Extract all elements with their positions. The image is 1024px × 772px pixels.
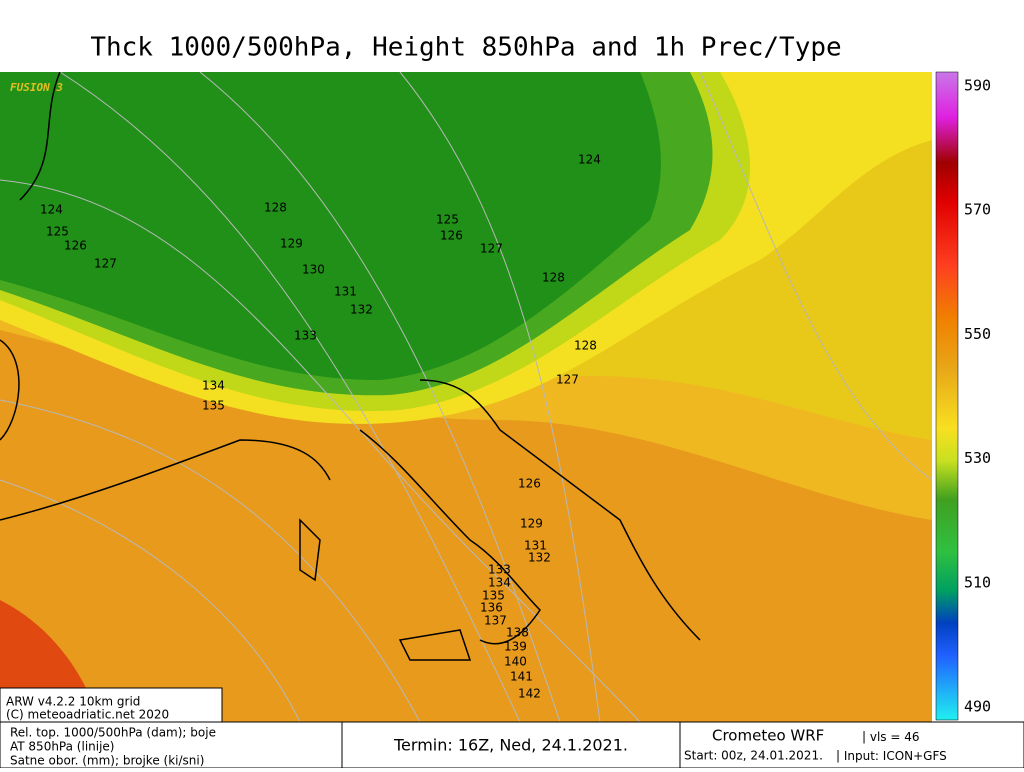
- contour-label: 133: [294, 329, 317, 343]
- inset-box: [0, 687, 223, 723]
- vis-value: vls = 46: [870, 730, 920, 744]
- start: Start: 00z, 24.01.2021.: [684, 749, 823, 763]
- contour-label: 141: [510, 670, 533, 684]
- contour-label: 126: [440, 229, 463, 243]
- footer-legend: AT 850hPa (linije): [10, 740, 114, 754]
- contour-label: 130: [302, 263, 325, 277]
- contour-label: 134: [488, 576, 511, 590]
- colorbar-label: 550: [964, 325, 991, 343]
- contour-label: 125: [436, 213, 459, 227]
- inset-text: ARW v4.2.2 10km grid: [6, 695, 140, 709]
- title: Thck 1000/500hPa, Height 850hPa and 1h P…: [90, 33, 841, 63]
- contour-label: 142: [518, 687, 541, 701]
- input: | Input: ICON+GFS: [836, 749, 947, 763]
- contour-label: 132: [528, 551, 551, 565]
- contour-label: 124: [578, 153, 601, 167]
- footer-legend: Rel. top. 1000/500hPa (dam); boje: [10, 726, 216, 740]
- footer: [0, 721, 1024, 769]
- inset-text: (C) meteoadriatic.net 2020: [6, 708, 169, 722]
- contour-label: 132: [350, 303, 373, 317]
- vis: | vls = 46: [862, 730, 920, 744]
- contour-label: 129: [280, 237, 303, 251]
- model-tag: FUSION 3: [10, 81, 63, 94]
- brand: Crometeo WRF: [712, 727, 824, 745]
- input-value: Input: ICON+GFS: [844, 749, 947, 763]
- contour-label: 124: [40, 203, 63, 217]
- contour-label: 138: [506, 626, 529, 640]
- colorbar-label: 530: [964, 449, 991, 467]
- contour-label: 127: [480, 242, 503, 256]
- contour-label: 125: [46, 225, 69, 239]
- contour-label: 126: [518, 477, 541, 491]
- contour-label: 135: [202, 399, 225, 413]
- contour-label: 127: [94, 257, 117, 271]
- contour-label: 134: [202, 379, 225, 393]
- colorbar-label: 510: [964, 573, 991, 591]
- contour-label: 129: [520, 517, 543, 531]
- colorbar: [935, 71, 959, 721]
- run-time: Termin: 16Z, Ned, 24.1.2021.: [393, 736, 628, 755]
- contour-label: 139: [504, 640, 527, 654]
- footer-legend: Satne obor. (mm); brojke (ki/sni): [10, 754, 204, 768]
- contour-label: 140: [504, 655, 527, 669]
- contour-label: 128: [542, 271, 565, 285]
- contour-label: 131: [524, 539, 547, 553]
- contour-label: 131: [334, 285, 357, 299]
- contour-label: 127: [556, 373, 579, 387]
- contour-label: 135: [482, 589, 505, 603]
- contour-label: 133: [488, 563, 511, 577]
- colorbar-label: 490: [964, 698, 991, 716]
- contour-label: 128: [264, 201, 287, 215]
- contour-label: 137: [484, 614, 507, 628]
- colorbar-label: 590: [964, 77, 991, 95]
- contour-label: 136: [480, 601, 503, 615]
- contour-label: 126: [64, 239, 87, 253]
- colorbar-label: 570: [964, 201, 991, 219]
- contour-label: 128: [574, 339, 597, 353]
- map: [0, 72, 932, 722]
